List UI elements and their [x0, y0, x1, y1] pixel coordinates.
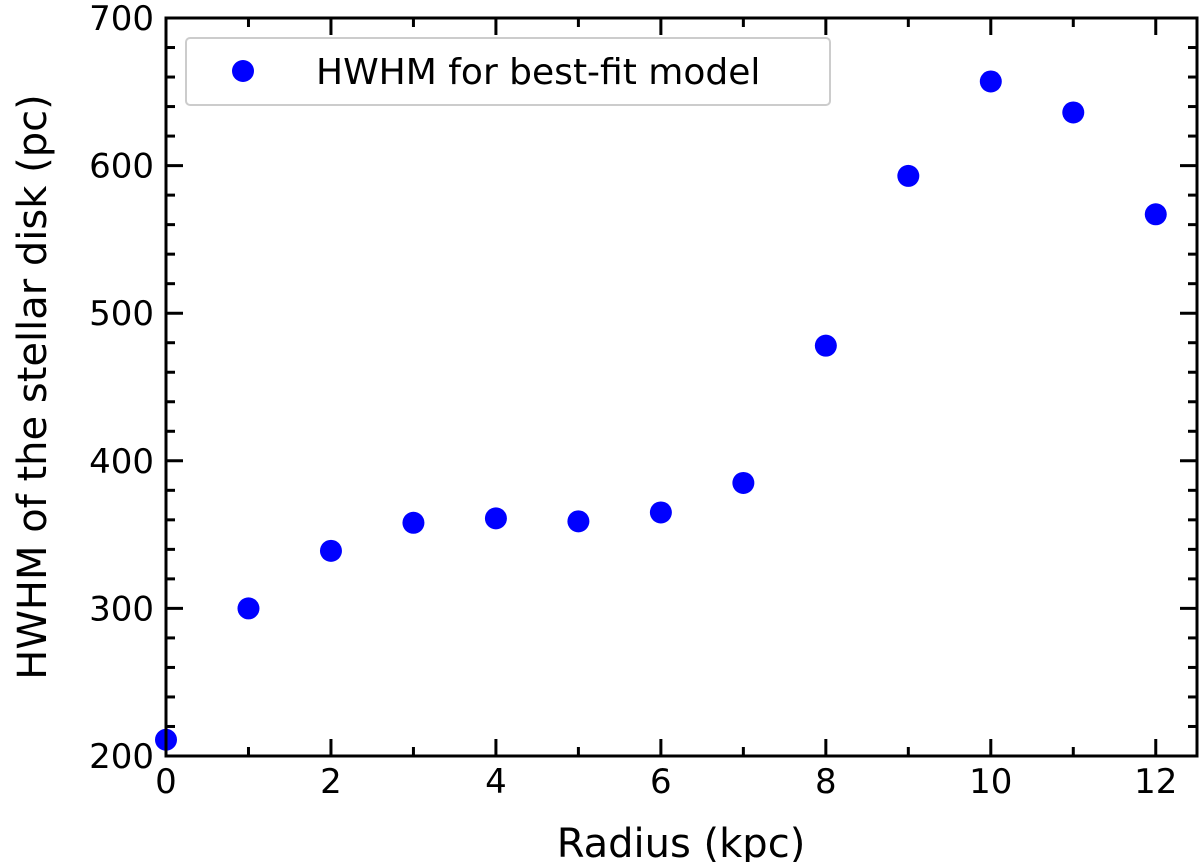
- data-point: [237, 597, 260, 620]
- x-tick-label: 8: [815, 762, 837, 802]
- y-axis-label: HWHM of the stellar disk (pc): [10, 94, 56, 679]
- x-tick-label: 12: [1134, 762, 1177, 802]
- x-tick-label: 2: [320, 762, 342, 802]
- data-point: [402, 511, 425, 534]
- data-point: [1062, 101, 1085, 124]
- y-tick-label: 400: [89, 442, 154, 482]
- axis-tick-labels: 0 2 4 6 8 10 12 200 300 400 500 600 700: [89, 0, 1177, 802]
- y-tick-label: 300: [89, 589, 154, 629]
- data-point: [649, 501, 672, 524]
- x-tick-label: 6: [650, 762, 672, 802]
- data-point: [1144, 203, 1167, 226]
- data-points: [155, 70, 1167, 751]
- y-tick-label: 700: [89, 0, 154, 39]
- data-point: [484, 507, 507, 530]
- data-point: [897, 164, 920, 187]
- data-point: [319, 539, 342, 562]
- y-tick-label: 500: [89, 294, 154, 334]
- plot-frame: [164, 16, 1199, 758]
- data-point: [814, 334, 837, 357]
- x-tick-label: 4: [485, 762, 507, 802]
- x-tick-label: 10: [969, 762, 1012, 802]
- legend-marker: [232, 60, 254, 82]
- x-axis-label: Radius (kpc): [557, 821, 806, 862]
- legend-label: HWHM for best-fit model: [316, 52, 760, 93]
- data-point: [979, 70, 1002, 93]
- y-tick-label: 200: [89, 737, 154, 777]
- y-tick-label: 600: [89, 147, 154, 187]
- data-point: [732, 471, 755, 494]
- axis-ticks: [164, 16, 1197, 758]
- data-point: [567, 510, 590, 533]
- x-tick-label: 0: [155, 762, 177, 802]
- legend-box: [185, 37, 831, 106]
- legend: HWHM for best-fit model: [185, 37, 831, 106]
